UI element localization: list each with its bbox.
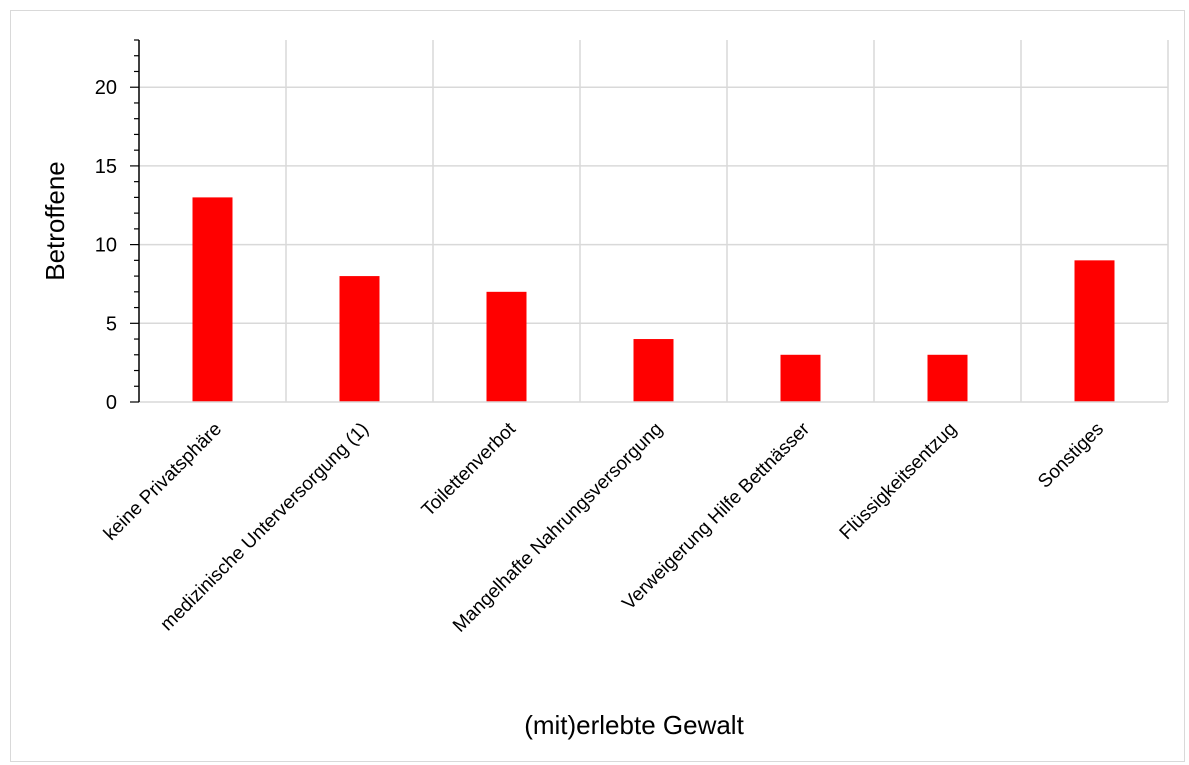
axes [130,39,1168,403]
x-axis-title: (mit)erlebte Gewalt [524,710,744,740]
x-tick-label: keine Privatsphäre [100,419,226,545]
y-tick-label: 5 [106,313,117,335]
bar [633,339,674,402]
bar [486,291,527,402]
bar [339,276,380,402]
x-tick-label: Flüssigkeitsentzug [836,419,961,544]
y-tick-labels: 0 5 10 15 20 [95,77,117,414]
bar [780,354,821,402]
y-tick-label: 20 [95,77,117,99]
y-axis-title: Betroffene [40,161,70,281]
x-tick-label: Sonstiges [1034,419,1108,493]
bars [192,197,1115,402]
bar [1074,260,1115,402]
bar [927,354,968,402]
x-tick-label: Toilettenverbot [418,418,521,521]
grid-lines [139,40,1169,402]
bar [192,197,233,402]
y-tick-label: 10 [95,235,117,257]
y-tick-label: 0 [106,392,117,414]
y-tick-label: 15 [95,156,117,178]
